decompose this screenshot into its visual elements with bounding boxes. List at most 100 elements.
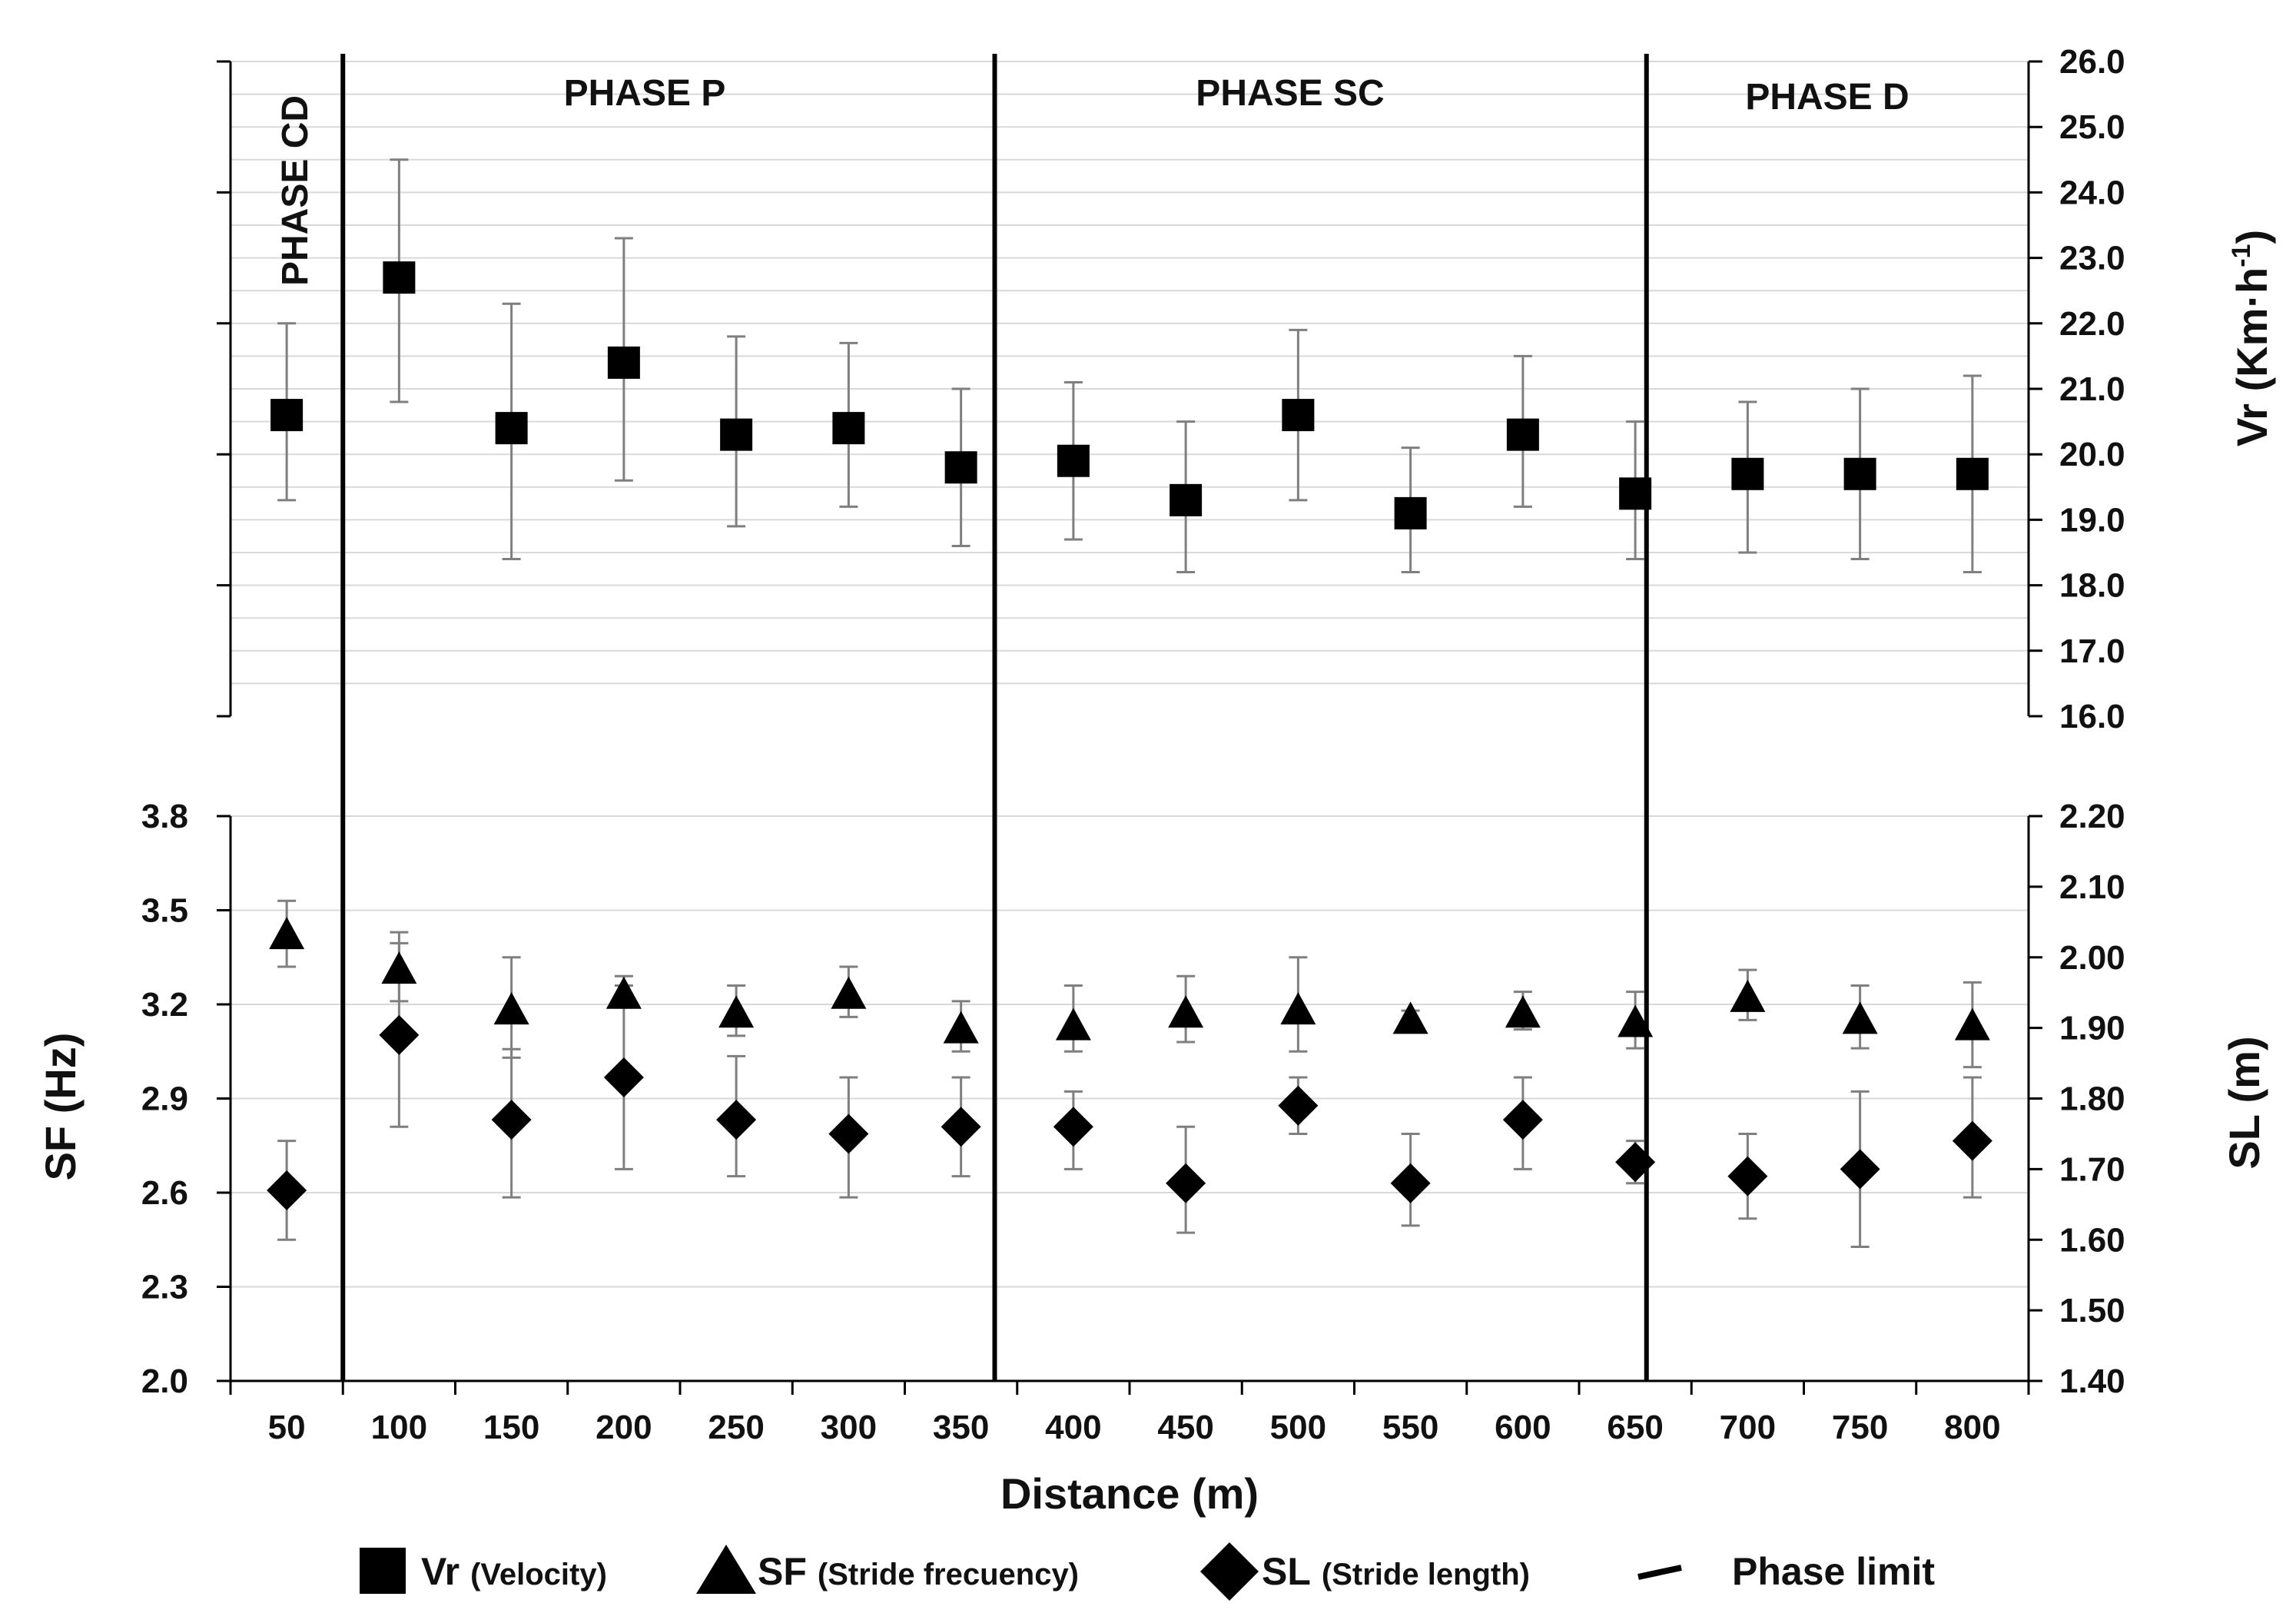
sf-marker [718,995,755,1028]
sl-marker [1840,1149,1880,1190]
sf-marker [943,1011,979,1044]
sf-marker [1392,1001,1428,1034]
sl-marker [267,1170,307,1210]
sl-marker [1166,1163,1206,1203]
tick-label-x: 550 [1382,1409,1438,1446]
vr-marker [1282,399,1315,432]
tick-label-x: 400 [1045,1409,1101,1446]
sf-marker [1168,995,1204,1028]
sl-marker [716,1100,757,1140]
tick-label-x: 500 [1270,1409,1326,1446]
tick-label-bottom-left: 3.2 [141,986,188,1024]
tick-label-top-right: 23.0 [2059,240,2125,277]
tick-label-bottom-right: 2.10 [2059,868,2125,906]
tick-label-bottom-right: 2.20 [2059,798,2125,835]
phase-title-sc: PHASE SC [1196,73,1384,114]
vr-marker [1731,457,1764,490]
phase-title-d: PHASE D [1745,77,1909,118]
vr-marker [383,261,416,294]
sf-marker [1954,1007,1990,1041]
tick-label-top-right: 21.0 [2059,370,2125,408]
sl-marker [941,1107,981,1147]
vr-marker [832,412,865,445]
data-markers [267,261,1992,1210]
vr-marker [1956,457,1989,490]
sf-marker [381,951,417,984]
x-axis-title: Distance (m) [1000,1469,1259,1518]
tick-label-top-right: 20.0 [2059,436,2125,473]
sf-marker [1730,979,1766,1012]
tick-label-bottom-left: 2.9 [141,1080,188,1118]
tick-label-x: 100 [371,1409,427,1446]
legend: Vr (Velocity) SF (Stride frecuency) SL (Str… [360,1542,1935,1601]
tick-label-x: 750 [1832,1409,1888,1446]
sl-marker [491,1100,532,1140]
tick-label-x: 650 [1607,1409,1663,1446]
sl-marker [1727,1156,1768,1197]
tick-label-bottom-right: 1.60 [2059,1221,2125,1259]
tick-label-bottom-right: 1.40 [2059,1362,2125,1400]
tick-label-bottom-left: 3.5 [141,892,188,930]
tick-label-top-right: 18.0 [2059,567,2125,605]
sf-marker [606,976,642,1009]
legend-triangle-icon [696,1545,756,1594]
tick-label-bottom-right: 2.00 [2059,939,2125,977]
vr-marker [1619,477,1652,510]
phase-limit-lines [340,54,1649,1381]
axis-labels: 16.0 17.0 18.0 19.0 20.0 21.0 22.0 23.0 24.0 25.0… [141,43,2125,1446]
y-right-bottom-title: SL (m) [2220,1036,2268,1169]
legend-sf-label: SF (Stride frecuency) [758,1550,1079,1593]
grid-top [231,61,2029,685]
y-right-top-title: Vr (Km·h-1) [2227,230,2276,446]
tick-label-bottom-right: 1.50 [2059,1292,2125,1329]
legend-vr-label: Vr (Velocity) [421,1550,607,1593]
tick-label-x: 300 [821,1409,877,1446]
tick-label-bottom-left: 2.6 [141,1174,188,1212]
sl-marker [1952,1120,1992,1161]
tick-label-top-right: 19.0 [2059,501,2125,539]
legend-phase-limit-label: Phase limit [1732,1550,1935,1593]
axis-titles: Vr (Km·h-1) SF (Hz) SL (m) Distance (m) [36,230,2276,1518]
sf-marker [1617,1004,1654,1037]
tick-label-x: 800 [1944,1409,2000,1446]
sl-marker [1615,1142,1656,1183]
tick-label-x: 700 [1720,1409,1776,1446]
legend-sl-label: SL (Stride length) [1262,1550,1530,1593]
tick-label-x: 450 [1157,1409,1213,1446]
tick-label-bottom-left: 3.8 [141,798,188,835]
tick-label-x: 200 [596,1409,652,1446]
tick-label-top-right: 24.0 [2059,174,2125,211]
legend-phase-limit-icon [1637,1565,1682,1580]
vr-marker [1057,444,1090,477]
vr-marker [944,451,977,484]
tick-label-x: 250 [708,1409,764,1446]
tick-label-x: 600 [1495,1409,1551,1446]
sf-marker [1842,1001,1878,1034]
tick-label-bottom-left: 2.0 [141,1362,188,1400]
sl-marker [828,1114,869,1154]
phase-title-p: PHASE P [564,73,726,114]
sl-marker [1053,1107,1093,1147]
tick-label-x: 350 [933,1409,989,1446]
tick-label-top-right: 26.0 [2059,43,2125,81]
sf-marker [493,992,529,1025]
vr-marker [1170,483,1203,516]
vr-marker [1843,457,1876,490]
phase-titles: PHASE CD PHASE P PHASE SC PHASE D [275,73,1909,286]
tick-label-top-right: 22.0 [2059,305,2125,343]
sf-marker [269,917,305,950]
tick-label-x: 150 [483,1409,539,1446]
vr-marker [607,346,640,379]
vr-marker [1506,418,1539,451]
sf-marker [1505,995,1541,1028]
legend-diamond-icon [1200,1542,1259,1601]
sl-marker [1390,1163,1431,1203]
tick-label-bottom-right: 1.90 [2059,1010,2125,1047]
sf-marker [1055,1007,1091,1041]
vr-marker [720,418,753,451]
sl-marker [1278,1085,1319,1126]
tick-label-top-right: 17.0 [2059,632,2125,670]
tick-label-top-right: 16.0 [2059,698,2125,735]
sl-marker [379,1014,420,1055]
tick-label-top-right: 25.0 [2059,108,2125,146]
